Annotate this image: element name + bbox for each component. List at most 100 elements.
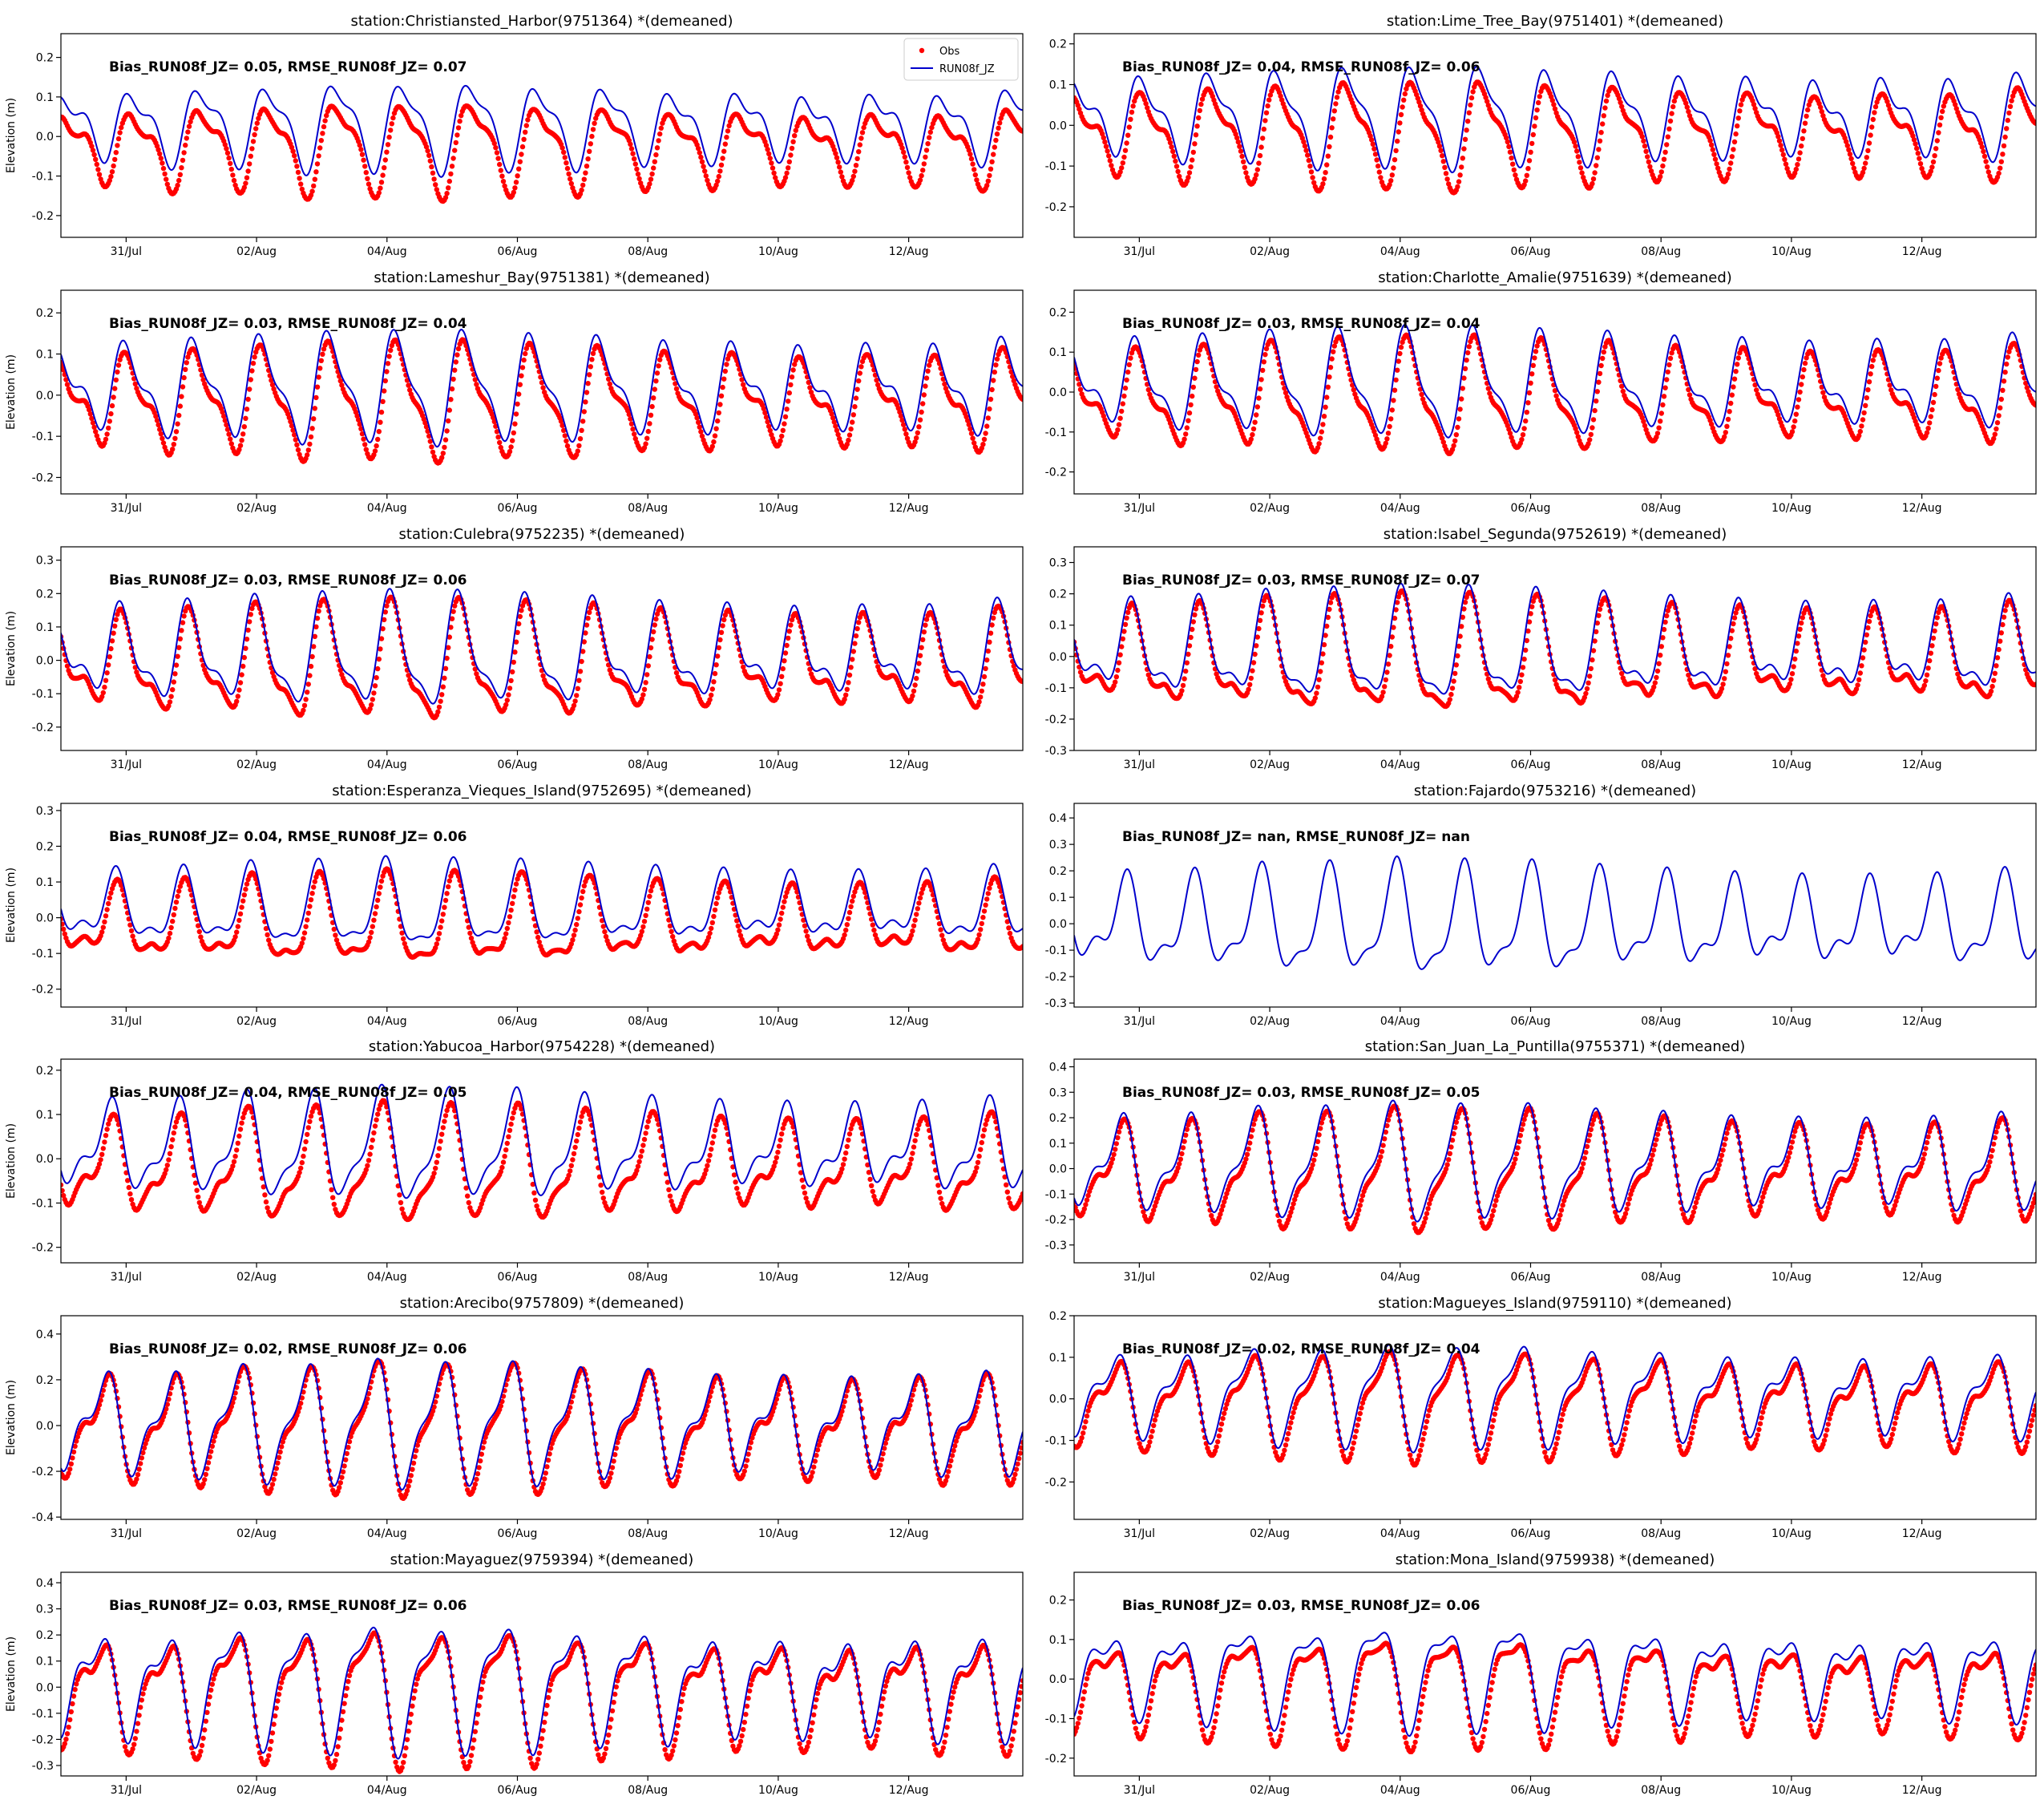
obs-point: [788, 622, 794, 628]
obs-point: [430, 170, 436, 176]
obs-point: [1124, 140, 1129, 146]
x-tick-label: 04/Aug: [1380, 758, 1420, 771]
obs-point: [321, 346, 327, 352]
obs-point: [175, 653, 180, 659]
obs-point: [968, 156, 975, 162]
obs-point: [1579, 170, 1585, 176]
obs-point: [378, 646, 383, 652]
obs-point: [382, 609, 388, 615]
obs-point: [1449, 686, 1456, 691]
obs-point: [1586, 441, 1591, 447]
obs-point: [1588, 665, 1594, 672]
obs-point: [636, 176, 642, 182]
obs-point: [1323, 633, 1328, 638]
obs-point: [1329, 125, 1335, 131]
obs-point: [1166, 136, 1172, 142]
obs-point: [1738, 102, 1744, 107]
obs-point: [564, 165, 571, 172]
obs-point: [1671, 98, 1677, 104]
obs-point: [448, 397, 454, 402]
obs-point: [248, 612, 253, 617]
obs-point: [875, 664, 881, 669]
obs-point: [177, 172, 183, 177]
obs-point: [269, 382, 276, 388]
obs-point: [446, 418, 451, 424]
obs-point: [399, 930, 405, 936]
obs-point: [1870, 116, 1876, 123]
obs-point: [559, 423, 565, 428]
obs-point: [1323, 404, 1328, 410]
obs-point: [309, 188, 315, 194]
obs-point: [179, 165, 184, 171]
obs-point: [919, 645, 924, 650]
obs-point: [1124, 377, 1129, 383]
obs-point: [780, 427, 786, 433]
obs-point: [240, 431, 246, 437]
obs-point: [94, 433, 100, 439]
obs-point: [95, 167, 101, 172]
obs-point: [1117, 415, 1123, 421]
obs-point: [1398, 344, 1404, 350]
x-tick-label: 10/Aug: [758, 502, 798, 515]
obs-point: [585, 615, 591, 621]
obs-point: [184, 136, 189, 141]
obs-point: [1120, 160, 1126, 166]
obs-point: [607, 381, 612, 387]
obs-point: [2007, 103, 2014, 109]
obs-point: [1573, 144, 1578, 149]
obs-point: [916, 661, 922, 666]
obs-point: [1994, 663, 1999, 669]
obs-point: [1010, 374, 1016, 379]
obs-point: [1513, 172, 1518, 178]
obs-point: [1101, 135, 1107, 140]
obs-point: [715, 178, 721, 184]
obs-point: [707, 697, 713, 702]
obs-point: [305, 682, 311, 687]
obs-point: [1526, 390, 1533, 396]
obs-point: [1844, 143, 1850, 148]
obs-point: [1658, 644, 1664, 649]
obs-point: [584, 164, 590, 169]
obs-point: [474, 671, 479, 677]
obs-point: [1643, 148, 1649, 154]
obs-point: [297, 176, 302, 181]
obs-point: [1077, 382, 1082, 387]
obs-point: [113, 617, 119, 622]
obs-point: [1379, 694, 1385, 699]
obs-point: [853, 395, 859, 401]
y-tick-label: -0.2: [32, 722, 54, 734]
obs-point: [372, 911, 378, 916]
obs-point: [910, 693, 915, 699]
obs-point: [1391, 625, 1396, 630]
obs-point: [184, 360, 189, 366]
obs-point: [1384, 669, 1390, 675]
obs-point: [1465, 350, 1471, 356]
obs-point: [991, 615, 996, 621]
obs-point: [513, 411, 519, 417]
obs-point: [519, 608, 524, 613]
obs-point: [312, 176, 317, 182]
obs-point: [1466, 344, 1472, 350]
plot-frame: [1073, 33, 2037, 238]
obs-point: [912, 439, 918, 445]
x-tick-label: 08/Aug: [628, 245, 668, 258]
obs-point: [1464, 358, 1469, 363]
obs-point: [1302, 143, 1308, 149]
obs-point: [1020, 396, 1023, 402]
obs-point: [1417, 678, 1424, 683]
obs-point: [1855, 682, 1860, 688]
obs-point: [313, 624, 319, 629]
obs-point: [991, 152, 996, 157]
obs-point: [1864, 155, 1869, 160]
obs-point: [904, 435, 911, 441]
obs-point: [523, 129, 528, 135]
obs-point: [369, 702, 374, 708]
obs-point: [628, 416, 633, 422]
obs-point: [266, 937, 272, 943]
obs-point: [160, 440, 167, 446]
obs-point: [1511, 167, 1517, 173]
obs-point: [1442, 164, 1448, 170]
obs-point: [1448, 691, 1454, 698]
x-tick-label: 08/Aug: [628, 502, 668, 515]
obs-point: [786, 635, 791, 641]
